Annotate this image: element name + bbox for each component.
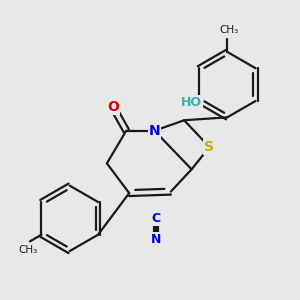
Text: CH₃: CH₃ bbox=[219, 25, 239, 35]
Text: O: O bbox=[107, 100, 119, 114]
Text: CH₃: CH₃ bbox=[19, 245, 38, 255]
Text: N: N bbox=[151, 233, 161, 246]
Text: C: C bbox=[152, 212, 160, 226]
Text: S: S bbox=[204, 140, 214, 154]
Text: N: N bbox=[148, 124, 160, 138]
Text: HO: HO bbox=[181, 96, 202, 109]
